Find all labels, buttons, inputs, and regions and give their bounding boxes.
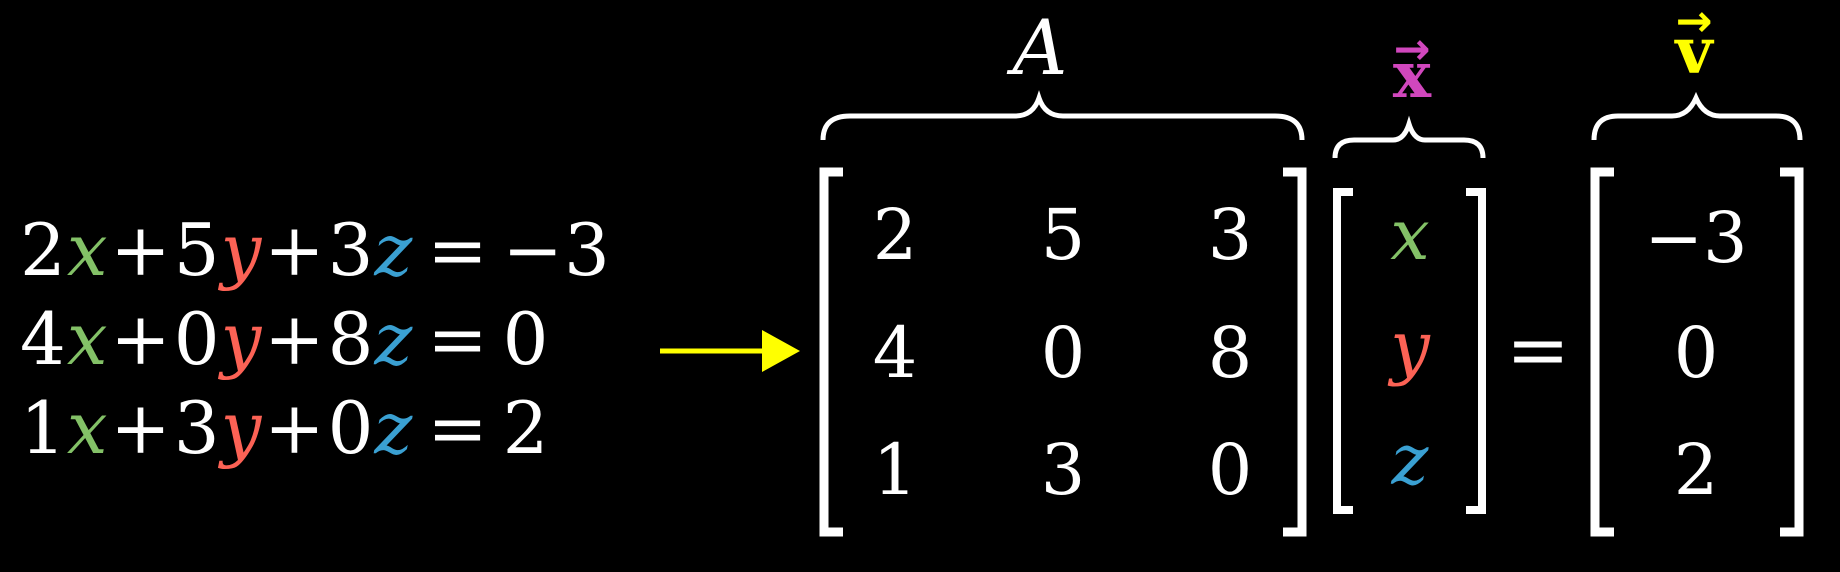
equation-row-1: 2x+5y+3z = −3 bbox=[20, 214, 611, 286]
variable-z: z bbox=[374, 208, 414, 292]
vector-v-entry: 0 bbox=[1673, 312, 1719, 394]
plus-operator: + bbox=[110, 386, 172, 470]
vector-x-label: x bbox=[1392, 38, 1432, 113]
coefficient: 3 bbox=[327, 208, 375, 292]
matrix-a-left-bracket bbox=[819, 167, 843, 537]
matrix-a-right-bracket bbox=[1283, 167, 1307, 537]
matrix-a-cell: 2 bbox=[872, 194, 918, 276]
plus-operator: + bbox=[264, 208, 326, 292]
equation-row-2: 4x+0y+8z = 0 bbox=[20, 303, 549, 375]
vector-x-right-bracket bbox=[1466, 188, 1486, 514]
plus-operator: + bbox=[264, 297, 326, 381]
variable-x: x bbox=[66, 386, 109, 470]
right-hand-side: 2 bbox=[502, 386, 550, 470]
coefficient: 3 bbox=[173, 386, 221, 470]
coefficient: 5 bbox=[173, 208, 221, 292]
transform-arrow-icon bbox=[660, 330, 800, 372]
matrix-a-cell: 3 bbox=[1207, 194, 1253, 276]
equals-sign: = bbox=[427, 297, 489, 381]
vector-v-entry: −3 bbox=[1644, 197, 1748, 279]
variable-z: z bbox=[374, 386, 414, 470]
equals-sign: = bbox=[427, 208, 489, 292]
variable-y: y bbox=[220, 297, 263, 381]
vector-v-arrow-icon: → bbox=[1675, 0, 1713, 47]
matrix-a-cell: 8 bbox=[1207, 312, 1253, 394]
matrix-a-brace bbox=[820, 90, 1305, 141]
plus-operator: + bbox=[264, 386, 326, 470]
matrix-a-cell: 0 bbox=[1207, 429, 1253, 511]
equals-sign: = bbox=[427, 386, 489, 470]
matrix-a-cell: 3 bbox=[1040, 429, 1086, 511]
vector-v-left-bracket bbox=[1590, 167, 1614, 537]
plus-operator: + bbox=[110, 297, 172, 381]
variable-y: y bbox=[220, 386, 263, 470]
vector-x-entry: x bbox=[1390, 194, 1430, 276]
coefficient: 2 bbox=[20, 208, 67, 292]
variable-y: y bbox=[220, 208, 263, 292]
vector-x-entry: z bbox=[1391, 419, 1429, 501]
vector-v-label: v bbox=[1675, 14, 1713, 89]
coefficient: 1 bbox=[20, 386, 67, 470]
matrix-a-cell: 0 bbox=[1040, 312, 1086, 394]
coefficient: 0 bbox=[173, 297, 221, 381]
matrix-a-label: A bbox=[1012, 3, 1068, 92]
coefficient: 4 bbox=[20, 297, 67, 381]
right-hand-side: −3 bbox=[502, 208, 611, 292]
equation-row-3: 1x+3y+0z = 2 bbox=[20, 392, 549, 464]
vector-x-arrow-icon: → bbox=[1393, 24, 1431, 75]
coefficient: 0 bbox=[327, 386, 375, 470]
vector-v-brace bbox=[1591, 91, 1803, 141]
matrix-a-cell: 5 bbox=[1040, 194, 1086, 276]
coefficient: 8 bbox=[327, 297, 375, 381]
vector-v-entry: 2 bbox=[1673, 429, 1719, 511]
vector-x-entry: y bbox=[1390, 306, 1430, 388]
variable-x: x bbox=[66, 208, 109, 292]
equals-sign: = bbox=[1506, 305, 1570, 394]
matrix-a-cell: 4 bbox=[872, 312, 918, 394]
matrix-a-cell: 1 bbox=[872, 429, 918, 511]
variable-z: z bbox=[374, 297, 414, 381]
right-hand-side: 0 bbox=[502, 297, 550, 381]
plus-operator: + bbox=[110, 208, 172, 292]
variable-x: x bbox=[66, 297, 109, 381]
vector-x-left-bracket bbox=[1333, 188, 1353, 514]
vector-v-right-bracket bbox=[1780, 167, 1804, 537]
vector-x-brace bbox=[1332, 115, 1486, 159]
